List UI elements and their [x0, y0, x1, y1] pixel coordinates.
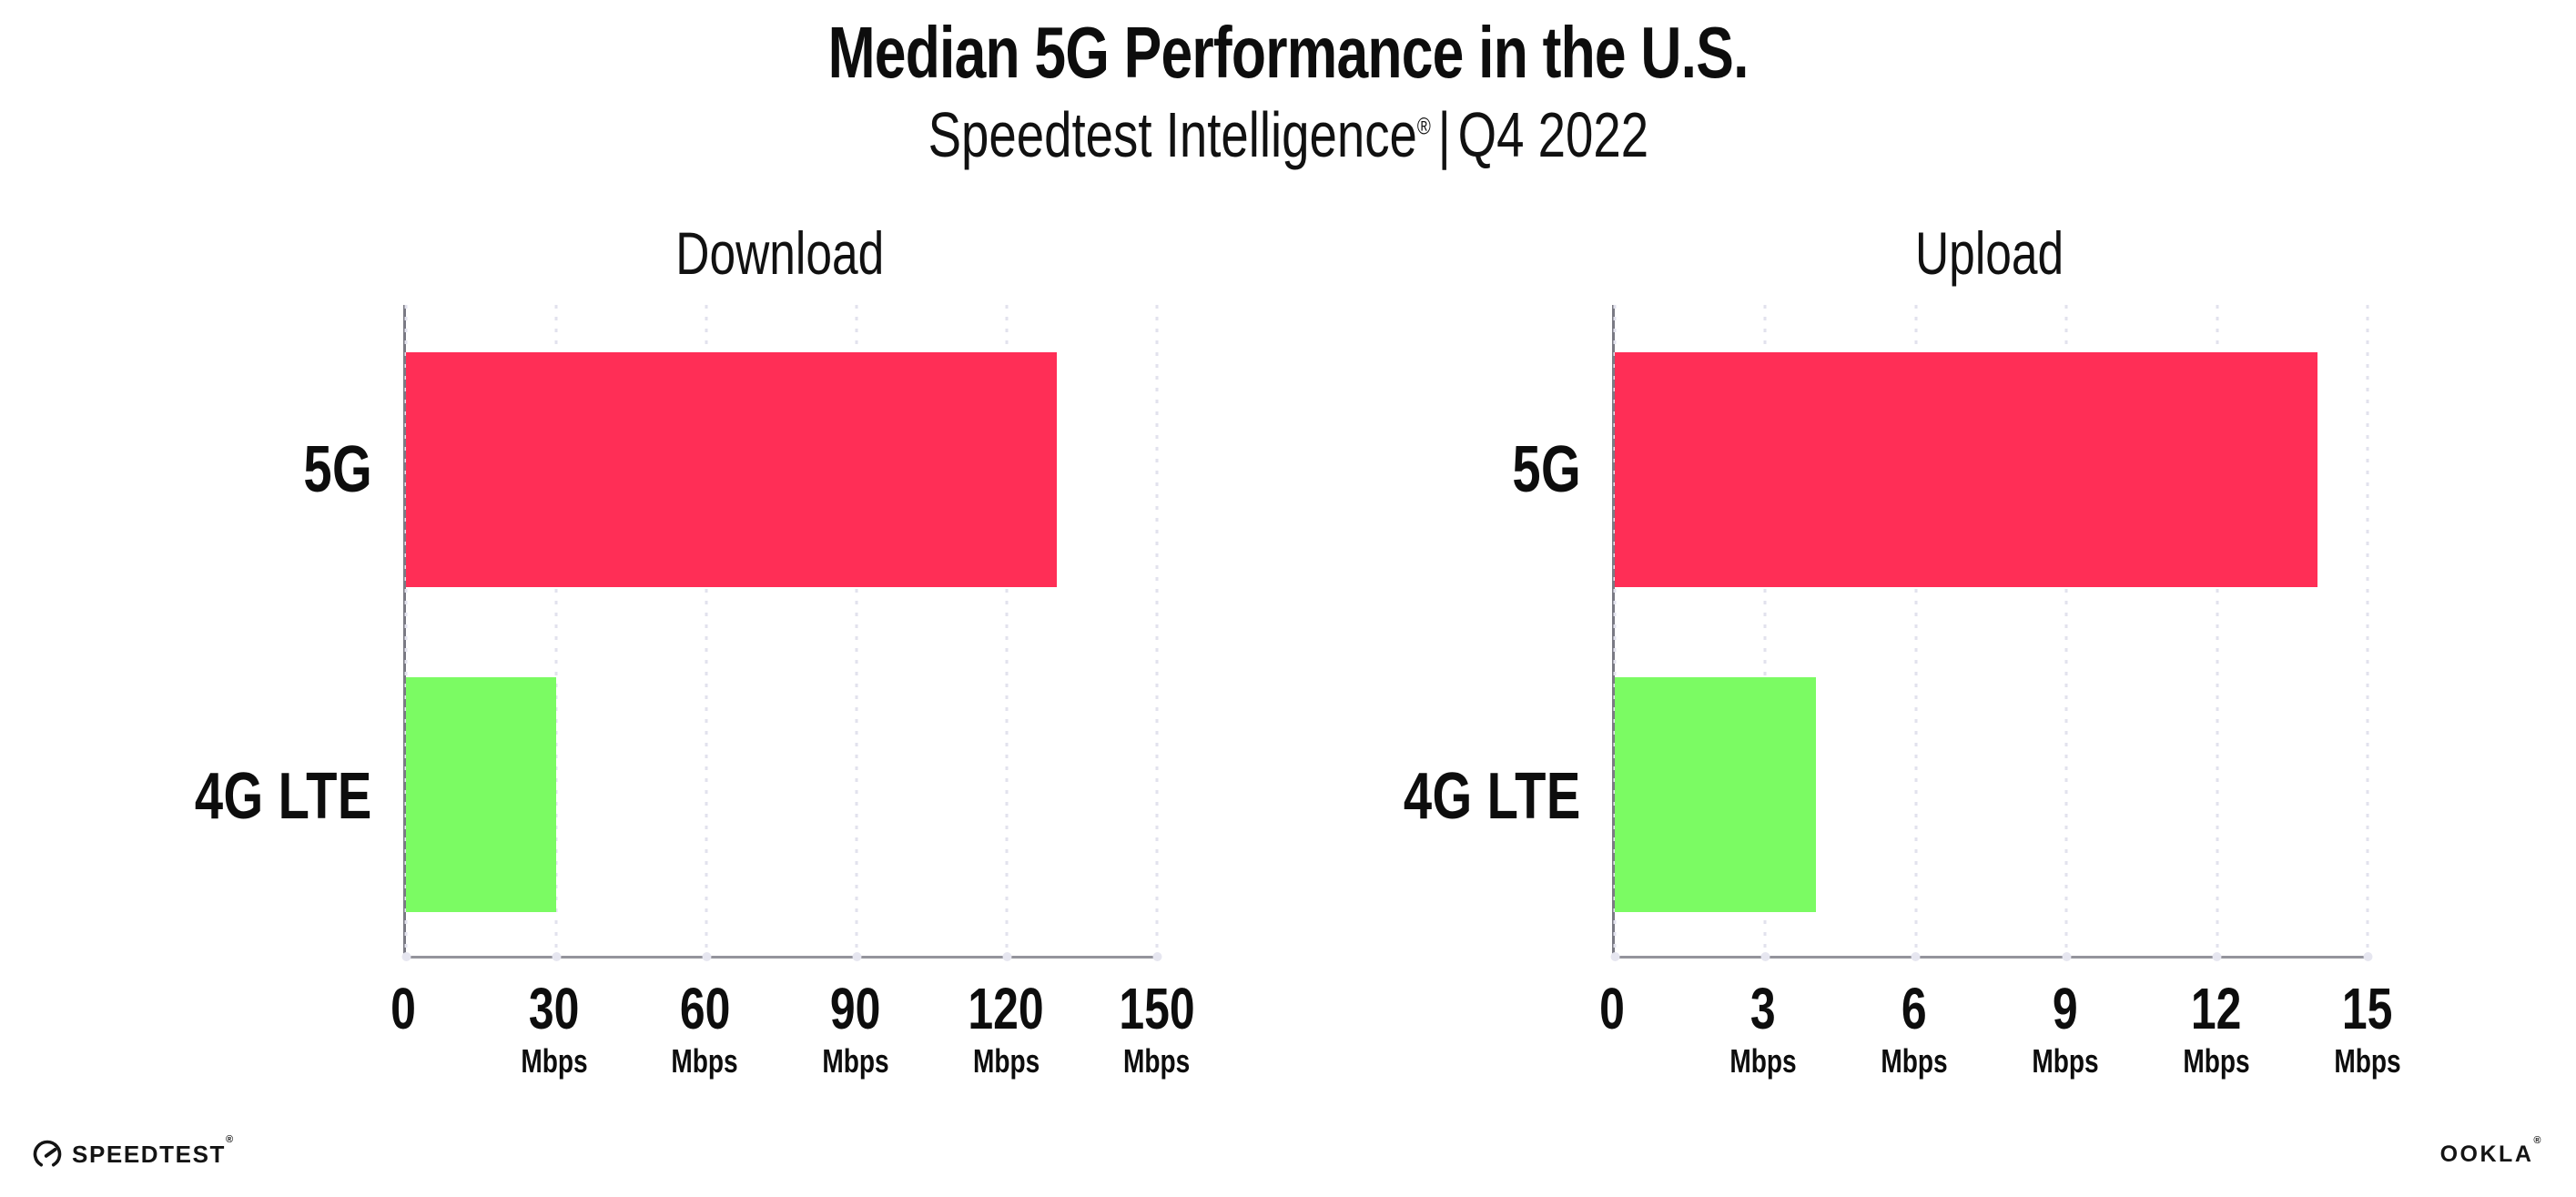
x-tick-unit: Mbps [2183, 1042, 2250, 1080]
download-plot-area [403, 305, 1159, 959]
gridline-120 [1005, 305, 1009, 956]
x-tick-0: 0 [387, 976, 420, 1041]
x-tick-9: 9 Mbps [2023, 976, 2108, 1080]
ookla-wordmark-text: OOKLA [2439, 1141, 2534, 1167]
page-title-text: Median 5G Performance in the U.S. [827, 12, 1749, 93]
category-label-5g: 5G [303, 433, 372, 507]
x-tick-unit: Mbps [520, 1042, 588, 1080]
subtitle-brand: Speedtest Intelligence [928, 99, 1417, 170]
x-tick-6: 6 Mbps [1871, 976, 1957, 1080]
ookla-trademark-icon: ® [2533, 1135, 2543, 1146]
x-tick-unit: Mbps [671, 1042, 738, 1080]
x-tick-15: 15 Mbps [2325, 976, 2410, 1080]
x-tick-120: 120 Mbps [958, 976, 1055, 1080]
x-tick-value: 9 [2053, 976, 2078, 1041]
x-tick-0: 0 [1596, 976, 1628, 1041]
x-tick-value: 30 [528, 976, 580, 1041]
x-tick-60: 60 Mbps [662, 976, 747, 1080]
gridline-9 [2064, 305, 2068, 956]
bar-4g-lte [1615, 677, 1816, 913]
download-chart-title: Download [403, 221, 1157, 285]
download-chart: Download 5G 4G LTE 0 30 Mbps 60 Mbps 90 Mbps 120… [195, 221, 1194, 1079]
x-tick-value: 3 [1750, 976, 1776, 1041]
upload-plot-area [1612, 305, 2369, 959]
gridline-60 [705, 305, 708, 956]
x-tick-value: 90 [830, 976, 881, 1041]
x-tick-unit: Mbps [822, 1042, 889, 1080]
x-tick-value: 15 [2342, 976, 2393, 1041]
x-tick-value: 6 [1902, 976, 1927, 1041]
speedtest-wordmark: SPEEDTEST® [72, 1134, 235, 1169]
upload-chart-title-text: Upload [1915, 219, 2064, 287]
gridline-0 [404, 305, 408, 956]
bar-5g [1615, 351, 2317, 587]
speedtest-logo: SPEEDTEST® [31, 1134, 235, 1174]
ookla-logo: OOKLA® [2439, 1136, 2543, 1168]
gridline-15 [2366, 305, 2369, 956]
download-chart-title-text: Download [675, 219, 885, 287]
gridline-150 [1155, 305, 1159, 956]
bar-5g [406, 351, 1057, 587]
gridline-6 [1914, 305, 1918, 956]
page-title: Median 5G Performance in the U.S. [0, 9, 2576, 96]
speedtest-gauge-icon [33, 1140, 62, 1167]
x-tick-unit: Mbps [1123, 1042, 1191, 1080]
x-tick-unit: Mbps [972, 1042, 1040, 1080]
x-tick-90: 90 Mbps [813, 976, 898, 1080]
x-tick-30: 30 Mbps [512, 976, 597, 1080]
gridline-90 [855, 305, 858, 956]
x-tick-unit: Mbps [2334, 1042, 2401, 1080]
subtitle-text: Speedtest Intelligence® | Q4 2022 [928, 96, 1648, 173]
x-tick-value: 12 [2191, 976, 2242, 1041]
gridline-12 [2216, 305, 2219, 956]
x-tick-150: 150 Mbps [1109, 976, 1206, 1080]
x-tick-value: 0 [390, 976, 416, 1041]
x-tick-unit: Mbps [1881, 1042, 1948, 1080]
gridline-30 [554, 305, 558, 956]
upload-chart-title: Upload [1612, 221, 2368, 285]
registered-trademark-icon: ® [1416, 112, 1431, 140]
subtitle: Speedtest Intelligence® | Q4 2022 [0, 96, 2576, 173]
x-tick-value: 150 [1119, 976, 1195, 1041]
x-tick-value: 0 [1599, 976, 1625, 1041]
x-tick-value: 120 [968, 976, 1045, 1041]
x-tick-3: 3 Mbps [1720, 976, 1806, 1080]
x-tick-unit: Mbps [1729, 1042, 1797, 1080]
category-label-5g: 5G [1512, 433, 1581, 507]
x-tick-value: 60 [679, 976, 730, 1041]
x-tick-unit: Mbps [2032, 1042, 2099, 1080]
subtitle-separator: | [1437, 99, 1451, 170]
speedtest-trademark-icon: ® [226, 1133, 235, 1145]
upload-chart: Upload 5G 4G LTE 0 3 Mbps 6 Mbps 9 Mbps 12 Mbps 15… [1404, 221, 2400, 1079]
x-tick-12: 12 Mbps [2174, 976, 2259, 1080]
category-label-4g-lte: 4G LTE [1404, 760, 1581, 834]
header: Median 5G Performance in the U.S. Speedt… [0, 9, 2576, 173]
subtitle-period: Q4 2022 [1457, 99, 1648, 170]
speedtest-wordmark-text: SPEEDTEST [72, 1140, 226, 1168]
gridline-0 [1613, 305, 1617, 956]
bar-4g-lte [406, 677, 556, 913]
gridline-3 [1763, 305, 1767, 956]
category-label-4g-lte: 4G LTE [195, 760, 372, 834]
